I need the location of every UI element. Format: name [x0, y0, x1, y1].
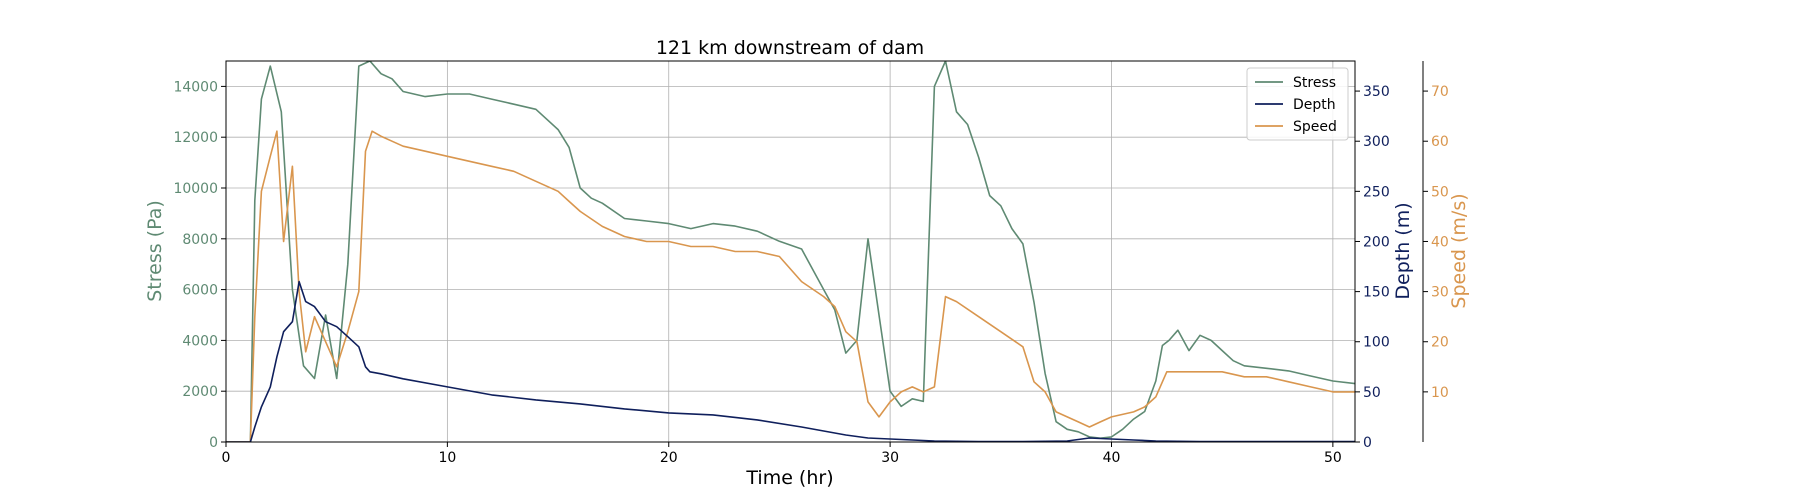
stress-axis-label: Stress (Pa) — [144, 200, 166, 302]
grid — [225, 61, 1355, 443]
plot-frame — [225, 60, 1356, 443]
stress-tick-label: 12000 — [173, 130, 218, 146]
x-tick-label: 40 — [1103, 450, 1121, 466]
legend-label-speed: Speed — [1293, 119, 1337, 135]
depth-axis: 0 50 100 150 200 250 300 350 — [1355, 84, 1390, 451]
x-tick-label: 0 — [222, 450, 231, 466]
legend-box — [1246, 67, 1349, 141]
stress-tick-label: 14000 — [173, 79, 218, 95]
x-axis-label: Time (hr) — [745, 467, 833, 489]
series-layer — [226, 61, 1355, 442]
speed-tick-label: 70 — [1431, 84, 1449, 100]
stress-tick-label: 10000 — [173, 181, 218, 197]
speed-axis-label: Speed (m/s) — [1448, 193, 1470, 308]
depth-tick-label: 200 — [1363, 234, 1390, 250]
speed-tick-label: 30 — [1431, 285, 1449, 301]
series-line-speed — [226, 130, 1355, 442]
speed-tick-label: 50 — [1431, 184, 1449, 200]
speed-tick-label: 20 — [1431, 335, 1449, 351]
x-axis: 0 10 20 30 40 50 — [222, 442, 1342, 466]
chart-title: 121 km downstream of dam — [656, 37, 924, 59]
x-tick-label: 30 — [881, 450, 899, 466]
speed-tick-label: 10 — [1431, 385, 1449, 401]
speed-tick-label: 40 — [1431, 234, 1449, 250]
legend-label-depth: Depth — [1293, 97, 1336, 113]
series-line-stress — [226, 61, 1355, 442]
depth-tick-label: 0 — [1363, 435, 1372, 451]
legend-label-stress: Stress — [1293, 75, 1336, 91]
speed-axis: 10 20 30 40 50 60 70 — [1423, 84, 1449, 401]
legend: Stress Depth Speed — [1246, 67, 1349, 141]
depth-tick-label: 150 — [1363, 285, 1390, 301]
depth-tick-label: 100 — [1363, 335, 1390, 351]
stress-tick-label: 0 — [209, 435, 218, 451]
depth-axis-label: Depth (m) — [1392, 202, 1414, 299]
depth-tick-label: 250 — [1363, 184, 1390, 200]
depth-tick-label: 50 — [1363, 385, 1381, 401]
x-tick-label: 10 — [438, 450, 456, 466]
stress-tick-label: 8000 — [182, 232, 218, 248]
depth-tick-label: 350 — [1363, 84, 1390, 100]
depth-tick-label: 300 — [1363, 134, 1390, 150]
x-tick-label: 20 — [660, 450, 678, 466]
stress-tick-label: 6000 — [182, 283, 218, 299]
stress-axis: 0 2000 4000 6000 8000 10000 12000 14000 — [173, 79, 226, 451]
speed-tick-label: 60 — [1431, 134, 1449, 150]
series-line-depth — [226, 280, 1355, 442]
x-tick-label: 50 — [1324, 450, 1342, 466]
stress-tick-label: 4000 — [182, 333, 218, 349]
stress-tick-label: 2000 — [182, 384, 218, 400]
